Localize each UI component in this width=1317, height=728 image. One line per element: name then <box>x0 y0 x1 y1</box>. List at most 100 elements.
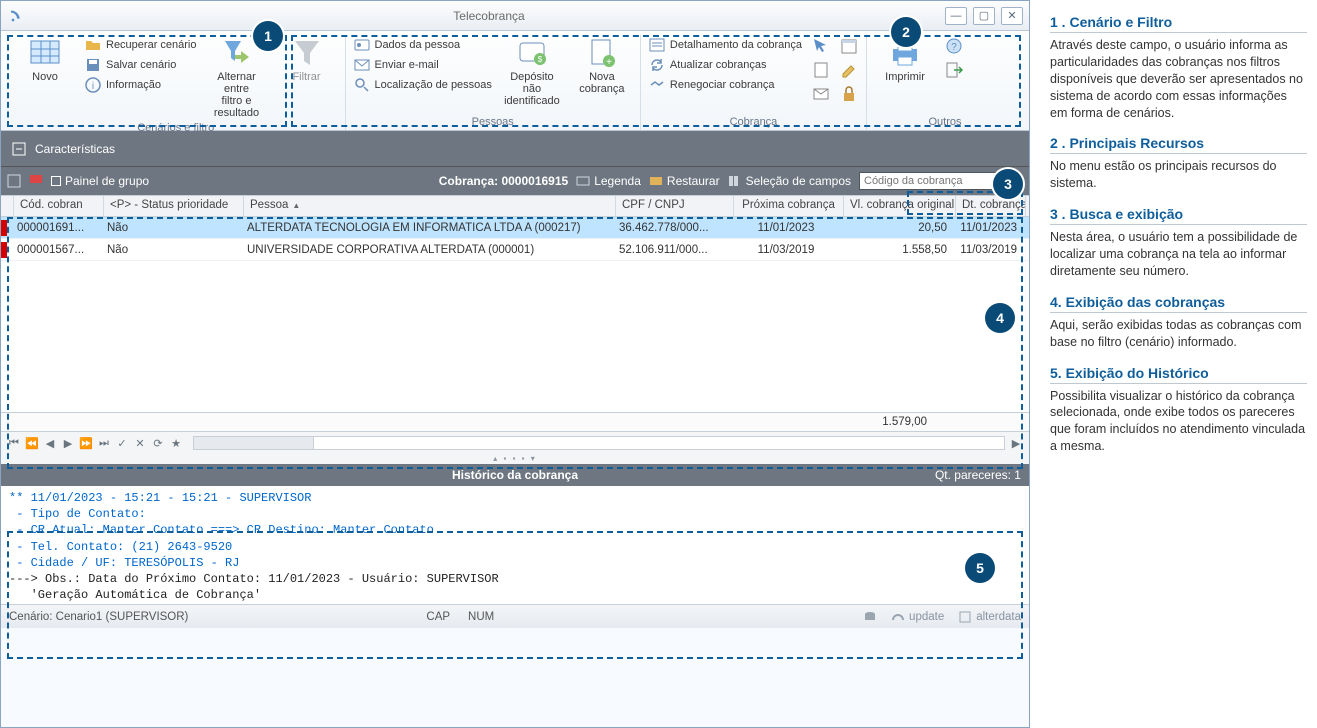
annotations-panel: 1 . Cenário e FiltroAtravés deste campo,… <box>1030 0 1317 728</box>
grid-expand[interactable] <box>7 174 21 188</box>
grid-flag[interactable] <box>29 174 43 188</box>
maximize-button[interactable]: ▢ <box>973 7 995 25</box>
list-icon <box>649 37 665 53</box>
callout-5: 5 <box>965 553 995 583</box>
table-header: Cód. cobran <P> - Status prioridade Pess… <box>1 195 1029 217</box>
callout-4: 4 <box>985 303 1015 333</box>
exit-icon[interactable] <box>945 61 963 79</box>
legenda-button[interactable]: Legenda <box>576 174 641 188</box>
alternar-button[interactable]: Alternar entrefiltro e resultado <box>207 37 267 119</box>
annotation-body: Aqui, serão exibidas todas as cobranças … <box>1050 317 1307 351</box>
nav-first[interactable]: ⏮ <box>7 437 21 450</box>
painel-grupo-toggle[interactable]: Painel de grupo <box>51 174 149 188</box>
annotation-body: Nesta área, o usuário tem a possibilidad… <box>1050 229 1307 280</box>
annotation-title: 5. Exibição do Histórico <box>1050 365 1307 384</box>
deposito-button[interactable]: $ Depósito nãoidentificado <box>502 37 562 107</box>
nav-bookmark[interactable]: ★ <box>169 437 183 450</box>
salvar-cenario-button[interactable]: Salvar cenário <box>85 57 197 73</box>
alternar-label: Alternar entrefiltro e resultado <box>207 71 267 119</box>
recuperar-cenario-button[interactable]: Recuperar cenário <box>85 37 197 53</box>
h-scrollbar[interactable] <box>193 436 1005 450</box>
col-flag[interactable] <box>1 196 14 216</box>
calendar-icon[interactable] <box>840 37 858 55</box>
history-line: - CR Atual: Manter Contato ===> CR Desti… <box>9 522 1021 538</box>
close-button[interactable]: ✕ <box>1001 7 1023 25</box>
mail-small-icon[interactable] <box>812 85 830 103</box>
col-cod[interactable]: Cód. cobran <box>14 196 104 216</box>
history-body: ** 11/01/2023 - 15:21 - 15:21 - SUPERVIS… <box>1 486 1029 604</box>
localizacao-pessoas-button[interactable]: Localização de pessoas <box>354 77 492 93</box>
cell-cod: 000001691... <box>11 222 101 234</box>
novo-button[interactable]: Novo <box>15 37 75 83</box>
nav-last[interactable]: ⏭ <box>97 437 111 450</box>
informacao-button[interactable]: iInformação <box>85 77 197 93</box>
nav-nextpage[interactable]: ⏩ <box>79 437 93 450</box>
selecao-campos-button[interactable]: Seleção de campos <box>728 174 851 188</box>
novo-label: Novo <box>32 71 58 83</box>
new-doc-icon: + <box>586 37 618 69</box>
annotation-title: 3 . Busca e exibição <box>1050 206 1307 225</box>
filtrar-label: Filtrar <box>292 71 320 83</box>
search-cobranca-input[interactable] <box>859 172 999 190</box>
help-icon[interactable]: ? <box>945 37 963 55</box>
minimize-button[interactable]: — <box>945 7 967 25</box>
history-header: Histórico da cobrança Qt. pareceres: 1 <box>1 464 1029 486</box>
nav-ok[interactable]: ✓ <box>115 437 129 450</box>
annotation-section: 4. Exibição das cobranças Aqui, serão exi… <box>1050 294 1307 351</box>
dados-pessoa-button[interactable]: Dados da pessoa <box>354 37 492 53</box>
lock-icon[interactable] <box>840 85 858 103</box>
sum-row: 1.579,00 <box>1 413 1029 432</box>
nav-cancel[interactable]: ✕ <box>133 437 147 450</box>
cell-prio: Não <box>101 222 241 234</box>
col-dt[interactable]: Dt. cobrança <box>956 196 1026 216</box>
annotation-section: 1 . Cenário e FiltroAtravés deste campo,… <box>1050 14 1307 121</box>
col-orig[interactable]: Vl. cobrança original <box>844 196 956 216</box>
cell-pessoa: ALTERDATA TECNOLOGIA EM INFORMATICA LTDA… <box>241 222 613 234</box>
detalhamento-button[interactable]: Detalhamento da cobrança <box>649 37 802 53</box>
status-cap: CAP <box>426 611 450 623</box>
caracteristicas-bar[interactable]: Características <box>1 131 1029 167</box>
ribbon-group-cenarios: Novo Recuperar cenário Salvar cenário iI… <box>7 35 346 130</box>
history-line: ** 11/01/2023 - 15:21 - 15:21 - SUPERVIS… <box>9 490 1021 506</box>
annotation-body: No menu estão os principais recursos do … <box>1050 158 1307 192</box>
search-person-icon <box>354 77 370 93</box>
atualizar-button[interactable]: Atualizar cobranças <box>649 57 802 73</box>
col-pessoa[interactable]: Pessoa <box>244 196 616 216</box>
enviar-email-button[interactable]: Enviar e-mail <box>354 57 492 73</box>
legend-icon <box>576 174 590 188</box>
table-row[interactable]: 000001691...NãoALTERDATA TECNOLOGIA EM I… <box>1 217 1029 239</box>
cell-dt: 11/01/2023 <box>953 222 1023 234</box>
history-title: Histórico da cobrança <box>346 468 683 482</box>
callout-1: 1 <box>253 21 283 51</box>
app-icon <box>7 8 27 24</box>
cell-cnpj: 36.462.778/000... <box>613 222 731 234</box>
doc-icon[interactable] <box>812 61 830 79</box>
cell-orig: 20,50 <box>841 222 953 234</box>
edit-icon[interactable] <box>840 61 858 79</box>
col-cnpj[interactable]: CPF / CNPJ <box>616 196 734 216</box>
funnel-swap-icon <box>221 37 253 69</box>
nav-prevpage[interactable]: ⏪ <box>25 437 39 450</box>
folder-up-icon <box>85 37 101 53</box>
nova-cobranca-button[interactable]: + Novacobrança <box>572 37 632 95</box>
status-cenario: Cenário: Cenario1 (SUPERVISOR) <box>9 611 188 623</box>
arrow-cursor-icon[interactable] <box>812 37 830 55</box>
nav-right[interactable]: ▶ <box>1009 437 1023 450</box>
nav-refresh[interactable]: ⟳ <box>151 437 165 450</box>
panel-splitter[interactable]: ▴ ▪ ▪ ▪ ▾ <box>1 454 1029 464</box>
annotation-title: 4. Exibição das cobranças <box>1050 294 1307 313</box>
status-num: NUM <box>468 611 494 623</box>
renegociar-button[interactable]: Renegociar cobrança <box>649 77 802 93</box>
nav-next[interactable]: ▶ <box>61 437 75 450</box>
table-row[interactable]: 000001567...NãoUNIVERSIDADE CORPORATIVA … <box>1 239 1029 261</box>
filtrar-button[interactable]: Filtrar <box>277 37 337 83</box>
ribbon-group-cobranca: Detalhamento da cobrança Atualizar cobra… <box>641 35 867 130</box>
cell-pessoa: UNIVERSIDADE CORPORATIVA ALTERDATA (0000… <box>241 244 613 256</box>
history-line: ---> Obs.: Data do Próximo Contato: 11/0… <box>9 571 1021 587</box>
nav-prev[interactable]: ◀ <box>43 437 57 450</box>
col-prox[interactable]: Próxima cobrança <box>734 196 844 216</box>
deposit-icon: $ <box>516 37 548 69</box>
col-prio[interactable]: <P> - Status prioridade <box>104 196 244 216</box>
restaurar-button[interactable]: Restaurar <box>649 174 720 188</box>
group-title-pessoas: Pessoas <box>354 113 632 130</box>
